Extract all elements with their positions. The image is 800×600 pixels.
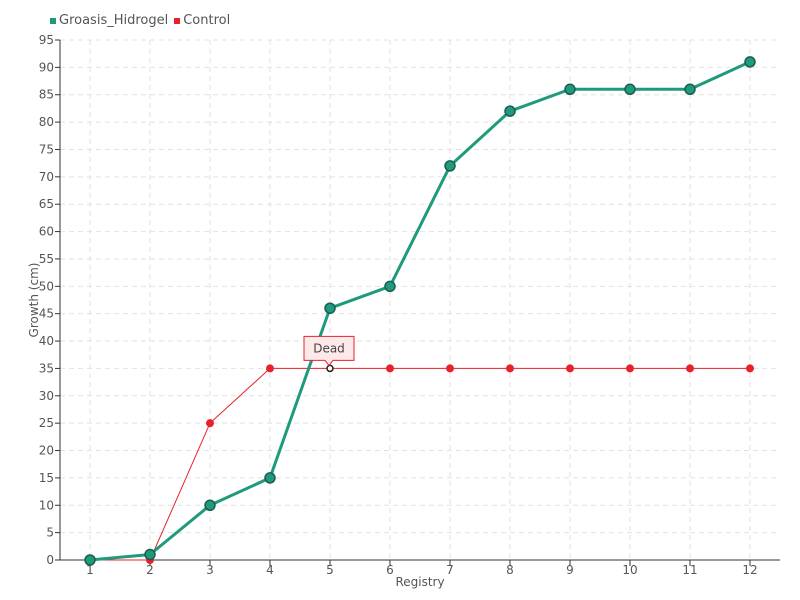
y-tick-label: 35 — [39, 361, 54, 375]
x-tick-label: 9 — [566, 563, 574, 577]
legend: Groasis_Hidrogel Control — [50, 13, 230, 28]
y-tick-label: 60 — [39, 225, 54, 239]
y-tick-label: 75 — [39, 142, 54, 156]
y-tick-label: 30 — [39, 389, 54, 403]
y-tick-label: 50 — [39, 279, 54, 293]
data-point-groasis[interactable] — [684, 83, 696, 96]
x-tick-label: 4 — [266, 563, 274, 577]
x-tick-label: 5 — [326, 563, 334, 577]
data-point-control[interactable] — [386, 364, 394, 373]
y-tick-label: 80 — [39, 115, 54, 129]
x-tick-label: 6 — [386, 563, 394, 577]
legend-label-control: Control — [183, 13, 231, 28]
y-axis-title: Growth (cm) — [27, 263, 41, 338]
x-tick-label: 1 — [86, 563, 94, 577]
y-tick-label: 70 — [39, 170, 54, 184]
data-point-groasis[interactable] — [144, 548, 156, 561]
grid — [60, 39, 780, 560]
x-tick-label: 8 — [506, 563, 514, 577]
y-tick-label: 20 — [39, 444, 54, 458]
data-point-control[interactable] — [206, 419, 214, 428]
y-tick-label: 45 — [39, 307, 54, 321]
y-tick-label: 85 — [39, 88, 54, 102]
data-point-groasis[interactable] — [504, 105, 516, 117]
data-point-control[interactable] — [686, 364, 694, 373]
data-point-groasis[interactable] — [444, 160, 456, 172]
y-tick-label: 0 — [46, 553, 54, 567]
x-tick-label: 3 — [206, 563, 214, 577]
annotation-tooltip-box — [303, 335, 355, 367]
data-point-groasis[interactable] — [84, 554, 96, 566]
legend-swatch-groasis — [50, 17, 56, 24]
data-point-groasis[interactable] — [384, 280, 396, 293]
annotation-layer: Dead — [303, 335, 355, 367]
data-point-groasis[interactable] — [564, 83, 576, 96]
y-tick-label: 95 — [39, 33, 54, 47]
y-tick-label: 15 — [39, 471, 54, 485]
series-line-control — [90, 367, 750, 561]
x-tick-label: 2 — [146, 563, 154, 577]
data-point-control[interactable] — [506, 364, 514, 373]
x-tick-label: 10 — [622, 563, 637, 577]
data-point-control[interactable] — [566, 364, 574, 373]
data-point-control[interactable] — [266, 364, 274, 373]
data-point-control-highlighted[interactable] — [326, 364, 334, 373]
data-point-groasis[interactable] — [324, 302, 336, 314]
data-point-groasis[interactable] — [264, 472, 276, 484]
data-point-control[interactable] — [626, 364, 634, 373]
y-tick-label: 5 — [46, 526, 54, 540]
y-tick-label: 10 — [39, 498, 54, 512]
series-layer — [84, 56, 756, 566]
annotation-label: Dead — [313, 341, 345, 355]
x-tick-label: 12 — [742, 563, 757, 577]
data-point-control[interactable] — [746, 364, 754, 373]
legend-item-groasis[interactable]: Groasis_Hidrogel — [50, 13, 168, 28]
y-tick-label: 65 — [39, 197, 54, 211]
y-tick-label: 90 — [39, 60, 54, 74]
x-axis-title: Registry — [395, 575, 444, 589]
legend-label-groasis: Groasis_Hidrogel — [59, 13, 169, 28]
data-point-control[interactable] — [446, 364, 454, 373]
y-tick-label: 25 — [39, 416, 54, 430]
data-point-groasis[interactable] — [204, 499, 216, 512]
y-tick-label: 40 — [39, 334, 54, 348]
y-tick-label: 55 — [39, 252, 54, 266]
data-point-groasis[interactable] — [624, 83, 636, 96]
series-line-groasis — [89, 60, 751, 562]
legend-item-control[interactable]: Control — [174, 13, 230, 28]
legend-swatch-control — [174, 17, 181, 24]
x-tick-label: 11 — [682, 563, 697, 577]
x-tick-label: 7 — [446, 563, 454, 577]
data-point-groasis[interactable] — [744, 56, 756, 68]
